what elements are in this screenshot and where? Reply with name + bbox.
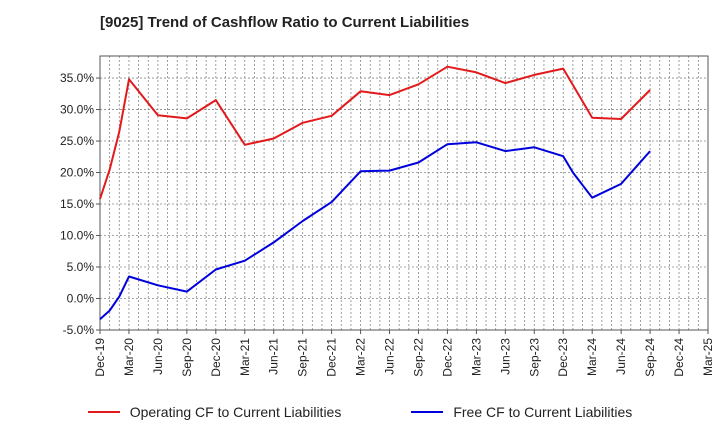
y-tick-label: 10.0% bbox=[60, 229, 94, 243]
legend-label-free-cf: Free CF to Current Liabilities bbox=[453, 404, 633, 420]
x-tick-label: Mar-20 bbox=[122, 338, 136, 376]
x-axis-ticks: Dec-19 Mar-20 Jun-20 Sep-20 Dec-20 Mar-21 Jun-… bbox=[93, 330, 715, 377]
x-tick-label: Sep-20 bbox=[180, 338, 194, 377]
legend-swatch-free-cf bbox=[411, 411, 444, 413]
x-tick-label: Jun-20 bbox=[151, 338, 165, 375]
x-tick-label: Dec-20 bbox=[209, 338, 223, 377]
x-tick-label: Jun-24 bbox=[614, 338, 628, 375]
x-tick-label: Mar-24 bbox=[585, 338, 599, 376]
x-tick-label: Dec-23 bbox=[556, 338, 570, 377]
x-tick-label: Sep-23 bbox=[527, 338, 541, 377]
plot-frame bbox=[99, 55, 709, 331]
x-tick-label: Sep-21 bbox=[296, 338, 310, 377]
x-tick-label: Mar-21 bbox=[238, 338, 252, 376]
y-tick-label: 35.0% bbox=[60, 71, 94, 85]
legend-label-operating-cf: Operating CF to Current Liabilities bbox=[129, 404, 342, 420]
x-tick-label: Mar-22 bbox=[354, 338, 368, 376]
x-tick-label: Jun-23 bbox=[498, 338, 512, 375]
legend: Operating CF to Current Liabilities Free… bbox=[0, 404, 720, 420]
x-tick-label: Mar-25 bbox=[701, 338, 715, 376]
x-tick-label: Sep-24 bbox=[643, 338, 657, 377]
plot-area bbox=[100, 56, 708, 330]
x-tick-label: Jun-21 bbox=[267, 338, 281, 375]
series-line-free-cf bbox=[99, 141, 651, 321]
y-tick-label: 5.0% bbox=[67, 260, 95, 274]
legend-swatch-operating-cf bbox=[87, 411, 120, 413]
x-tick-label: Dec-24 bbox=[672, 338, 686, 377]
y-tick-label: 20.0% bbox=[60, 166, 94, 180]
y-axis-ticks: 35.0% 30.0% 25.0% 20.0% 15.0% 10.0% 5.0% 0.0% -5… bbox=[60, 71, 100, 337]
y-tick-label: 0.0% bbox=[67, 292, 95, 306]
y-tick-label: 25.0% bbox=[60, 134, 94, 148]
series-layer bbox=[99, 65, 651, 321]
x-tick-label: Mar-23 bbox=[469, 338, 483, 376]
x-tick-label: Dec-22 bbox=[440, 338, 454, 377]
x-tick-label: Jun-22 bbox=[383, 338, 397, 375]
y-tick-label: 15.0% bbox=[60, 197, 94, 211]
x-tick-label: Sep-22 bbox=[411, 338, 425, 377]
y-tick-label: -5.0% bbox=[63, 323, 95, 337]
x-tick-label: Dec-21 bbox=[325, 338, 339, 377]
series-line-operating-cf bbox=[99, 65, 651, 200]
chart-title: [9025] Trend of Cashflow Ratio to Curren… bbox=[100, 14, 470, 31]
y-tick-label: 30.0% bbox=[60, 103, 94, 117]
x-tick-label: Dec-19 bbox=[93, 338, 107, 377]
legend-item-free-cf: Free CF to Current Liabilities bbox=[411, 404, 632, 420]
legend-item-operating-cf: Operating CF to Current Liabilities bbox=[87, 404, 342, 420]
